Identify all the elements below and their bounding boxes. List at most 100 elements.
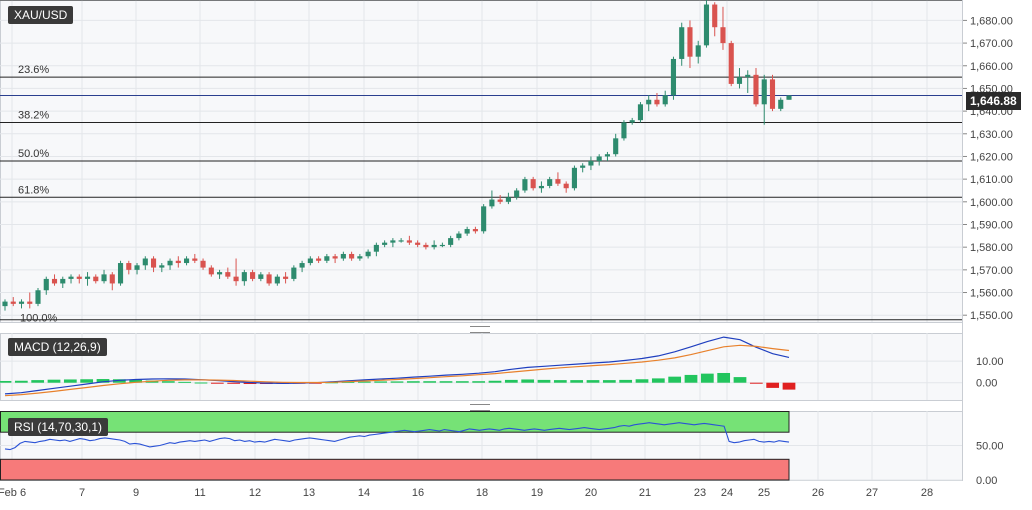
candle-body bbox=[563, 183, 569, 189]
candle-body bbox=[192, 258, 198, 261]
macd-histogram-bar bbox=[96, 379, 110, 383]
candle-body bbox=[283, 276, 289, 279]
candle-body bbox=[571, 167, 577, 189]
x-tick-label: 18 bbox=[476, 487, 488, 499]
y-tick-label: 1,590.00 bbox=[970, 219, 1013, 231]
candle-body bbox=[241, 272, 247, 282]
macd-histogram-bar bbox=[570, 380, 584, 383]
candle-body bbox=[662, 95, 668, 105]
candle-body bbox=[481, 206, 487, 232]
candle-body bbox=[423, 244, 429, 248]
candle-body bbox=[109, 274, 115, 284]
y-tick-label: 1,550.00 bbox=[970, 310, 1013, 322]
rsi-layer bbox=[0, 411, 790, 481]
macd-histogram-bar bbox=[439, 381, 453, 383]
candle-body bbox=[250, 272, 256, 279]
candle-body bbox=[382, 242, 388, 245]
macd-histogram-bar bbox=[129, 379, 143, 383]
macd-histogram-bar bbox=[406, 381, 420, 383]
rsi-overbought-zone bbox=[0, 411, 790, 433]
x-tick-label: 28 bbox=[921, 487, 933, 499]
candle-body bbox=[43, 278, 49, 291]
x-tick-label: 27 bbox=[866, 487, 878, 499]
candle-body bbox=[398, 240, 404, 242]
candle-body bbox=[307, 258, 313, 264]
x-tick-label: 19 bbox=[531, 487, 543, 499]
y-tick-label: 1,620.00 bbox=[970, 151, 1013, 163]
y-tick-label: 1,580.00 bbox=[970, 242, 1013, 254]
x-tick-label: 25 bbox=[758, 487, 770, 499]
macd-histogram-bar bbox=[374, 381, 388, 383]
candle-body bbox=[514, 190, 520, 198]
x-tick-label: 9 bbox=[133, 487, 139, 499]
macd-histogram-bar bbox=[161, 381, 175, 383]
macd-histogram-bar bbox=[472, 381, 486, 383]
candle-body bbox=[670, 58, 677, 96]
candle-body bbox=[10, 301, 16, 304]
x-tick-label: 21 bbox=[639, 487, 651, 499]
macd-histogram-bar bbox=[243, 382, 257, 385]
candle-body bbox=[134, 265, 140, 270]
candle-body bbox=[117, 263, 124, 284]
x-tick-label: 13 bbox=[303, 487, 315, 499]
candle-body bbox=[464, 229, 470, 234]
y-tick-label: 1,630.00 bbox=[970, 129, 1013, 141]
macd-histogram-bar bbox=[178, 381, 192, 383]
candle-body bbox=[150, 258, 157, 268]
candle-body bbox=[390, 240, 396, 243]
y-tick-label: 1,680.00 bbox=[970, 15, 1013, 27]
candle-body bbox=[695, 45, 701, 57]
candle-body bbox=[580, 165, 586, 168]
macd-histogram-bar bbox=[635, 379, 649, 383]
candle-body bbox=[200, 260, 206, 268]
candle-body bbox=[340, 253, 346, 259]
candle-body bbox=[93, 276, 99, 282]
fib-label: 61.8% bbox=[18, 184, 49, 196]
candle-body bbox=[68, 276, 74, 279]
macd-histogram-bar bbox=[553, 380, 567, 383]
macd-histogram-bar bbox=[80, 379, 94, 383]
y-tick-label: 1,660.00 bbox=[970, 61, 1013, 73]
macd-histogram-bar bbox=[733, 377, 747, 383]
x-tick-label: 11 bbox=[194, 487, 205, 499]
candle-layer bbox=[2, 0, 792, 311]
candle-body bbox=[349, 253, 355, 259]
macd-badge: MACD (12,26,9) bbox=[8, 338, 107, 356]
x-tick-label: 24 bbox=[721, 487, 733, 499]
candle-body bbox=[208, 267, 214, 275]
candle-body bbox=[497, 199, 503, 202]
rsi-y-tick-label: 0.00 bbox=[976, 475, 997, 487]
candle-body bbox=[324, 256, 330, 261]
candle-body bbox=[621, 122, 627, 139]
candle-body bbox=[217, 272, 223, 275]
y-tick-label: 1,560.00 bbox=[970, 288, 1013, 300]
candle-body bbox=[406, 240, 412, 243]
macd-histogram-bar bbox=[504, 379, 518, 383]
pane-resize-handle-1[interactable] bbox=[470, 326, 490, 333]
macd-histogram-bar bbox=[423, 381, 437, 383]
macd-histogram-bar bbox=[357, 381, 371, 383]
pane-resize-handle-2[interactable] bbox=[470, 404, 490, 411]
symbol-badge: XAU/USD bbox=[8, 6, 74, 24]
macd-histogram-bar bbox=[537, 379, 551, 383]
macd-histogram-bar bbox=[766, 382, 780, 388]
macd-histogram-bar bbox=[619, 379, 633, 383]
macd-histogram-bar bbox=[194, 382, 208, 384]
candle-body bbox=[291, 267, 297, 279]
fib-label: 38.2% bbox=[18, 109, 49, 121]
candle-body bbox=[60, 278, 66, 284]
macd-y-tick-label: 10.00 bbox=[976, 356, 1004, 368]
macd-histogram-bar bbox=[521, 379, 535, 383]
candle-body bbox=[547, 179, 553, 186]
macd-histogram-bar bbox=[488, 380, 502, 383]
candle-body bbox=[167, 260, 173, 266]
candle-body bbox=[687, 27, 693, 57]
macd-histogram-bar bbox=[0, 380, 12, 383]
macd-histogram-bar bbox=[390, 381, 404, 383]
fib-label: 100.0% bbox=[20, 313, 58, 325]
macd-histogram-bar bbox=[651, 378, 665, 383]
fib-label: 50.0% bbox=[18, 148, 49, 160]
candle-body bbox=[233, 276, 239, 282]
